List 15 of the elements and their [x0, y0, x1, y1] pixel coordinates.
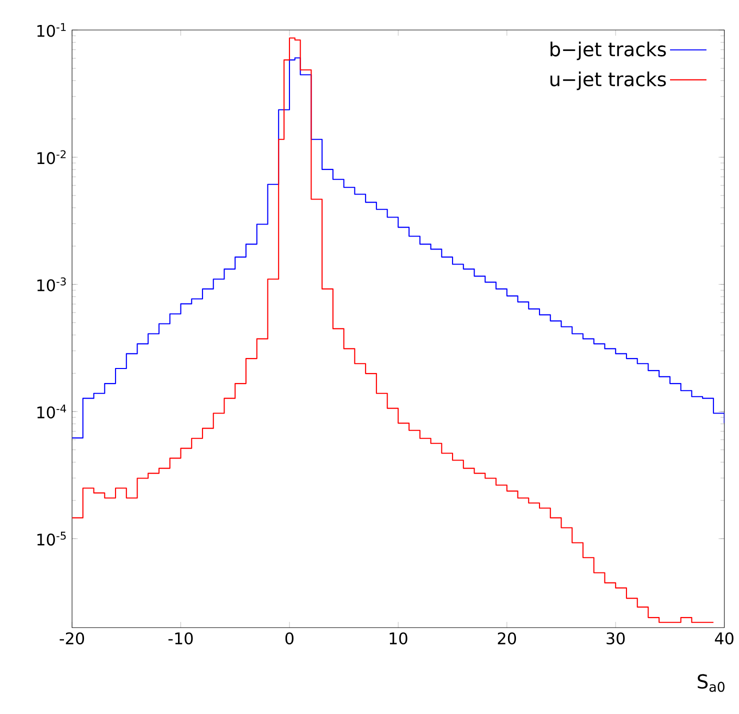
- x-tick-label: -10: [168, 632, 193, 645]
- y-tick-label: 10$^{-4}$: [37, 404, 66, 419]
- legend-label: b−jet tracks: [550, 42, 666, 60]
- x-tick-label: 30: [606, 632, 625, 645]
- x-axis-title: S$_{a0}$: [698, 674, 724, 692]
- x-tick-label: 0: [285, 632, 294, 645]
- x-tick-label: 40: [714, 632, 734, 645]
- y-tick-label: 10$^{-2}$: [37, 150, 66, 164]
- y-tick-label: 10$^{-5}$: [37, 532, 66, 546]
- y-tick-label: 10$^{-3}$: [37, 278, 66, 292]
- legend-label: u−jet tracks: [550, 72, 666, 90]
- y-tick-label: 10$^{-1}$: [37, 23, 66, 38]
- x-tick-label: 10: [390, 632, 408, 645]
- x-tick-label: -20: [60, 632, 84, 645]
- x-tick-label: 20: [498, 632, 516, 645]
